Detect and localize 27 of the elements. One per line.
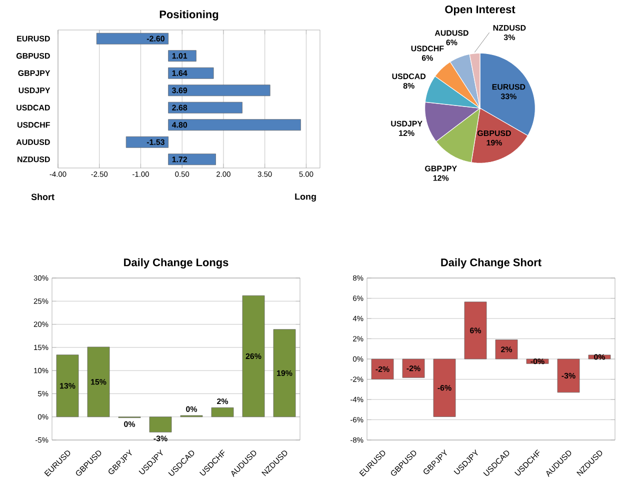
bar (149, 416, 172, 432)
bar (126, 136, 169, 148)
bar (168, 67, 214, 79)
text: Short (31, 194, 54, 200)
bar (495, 340, 518, 360)
bar (168, 119, 301, 131)
bar (168, 102, 242, 114)
bar (433, 358, 456, 417)
text: Long (295, 194, 316, 202)
bar (242, 295, 265, 418)
bar (557, 358, 580, 393)
bar (87, 346, 110, 418)
bar (168, 50, 196, 62)
bar (211, 407, 234, 418)
bar (402, 358, 425, 378)
bar (56, 354, 79, 418)
chart-title: Open Interest (445, 6, 516, 16)
bar (273, 329, 296, 418)
chart-title: Daily Change Short (441, 258, 542, 269)
bar (464, 302, 487, 360)
bar (588, 354, 611, 360)
chart-title: Daily Change Longs (124, 258, 228, 269)
bar (96, 32, 169, 44)
bar (371, 358, 394, 380)
chart-title: Positioning (160, 10, 218, 21)
bar (168, 84, 270, 96)
bar (168, 154, 216, 166)
